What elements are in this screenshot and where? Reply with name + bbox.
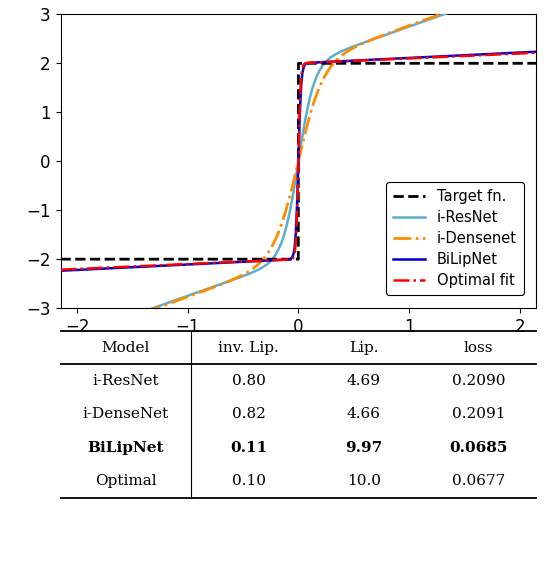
i-ResNet bbox=[57, 338, 64, 344]
Text: 10.0: 10.0 bbox=[347, 474, 381, 488]
Text: 9.97: 9.97 bbox=[345, 441, 382, 455]
Text: 4.66: 4.66 bbox=[347, 408, 381, 421]
Optimal fit bbox=[533, 49, 540, 56]
Text: Lip.: Lip. bbox=[349, 340, 378, 355]
Line: i-ResNet: i-ResNet bbox=[60, 0, 536, 341]
i-ResNet bbox=[240, 273, 246, 280]
Optimal fit bbox=[260, 257, 267, 264]
i-ResNet bbox=[112, 318, 118, 325]
Text: 0.10: 0.10 bbox=[232, 474, 266, 488]
i-ResNet bbox=[472, 0, 479, 6]
BiLipNet bbox=[140, 263, 146, 270]
Target fn. bbox=[260, 256, 267, 263]
Text: 4.69: 4.69 bbox=[347, 374, 381, 388]
BiLipNet bbox=[57, 267, 64, 274]
i-Densenet bbox=[472, 0, 479, 5]
i-Densenet bbox=[57, 340, 64, 347]
Text: 0.2091: 0.2091 bbox=[452, 408, 505, 421]
i-Densenet bbox=[112, 320, 118, 327]
Target fn. bbox=[533, 60, 540, 67]
Text: loss: loss bbox=[464, 340, 493, 355]
Optimal fit bbox=[472, 52, 479, 59]
Line: i-Densenet: i-Densenet bbox=[60, 0, 536, 343]
Text: i-ResNet: i-ResNet bbox=[92, 374, 160, 388]
Target fn. bbox=[472, 60, 479, 67]
Target fn. bbox=[140, 256, 146, 263]
Text: Optimal: Optimal bbox=[95, 474, 157, 488]
BiLipNet bbox=[112, 265, 118, 272]
Optimal fit bbox=[112, 264, 118, 271]
Text: BiLipNet: BiLipNet bbox=[87, 441, 164, 455]
Text: Model: Model bbox=[102, 340, 150, 355]
i-Densenet bbox=[140, 309, 146, 316]
Text: 0.82: 0.82 bbox=[232, 408, 266, 421]
Target fn. bbox=[57, 256, 64, 263]
Target fn. bbox=[295, 60, 302, 67]
Text: inv. Lip.: inv. Lip. bbox=[218, 340, 279, 355]
Text: i-DenseNet: i-DenseNet bbox=[83, 408, 169, 421]
Text: 0.2090: 0.2090 bbox=[452, 374, 505, 388]
i-ResNet bbox=[260, 263, 267, 270]
Line: Optimal fit: Optimal fit bbox=[60, 53, 536, 270]
Optimal fit bbox=[240, 258, 246, 265]
Optimal fit bbox=[140, 262, 146, 269]
BiLipNet bbox=[260, 257, 267, 264]
BiLipNet bbox=[240, 258, 246, 265]
Target fn. bbox=[112, 256, 118, 263]
Line: Target fn.: Target fn. bbox=[60, 63, 536, 259]
BiLipNet bbox=[472, 51, 479, 58]
Text: 0.0685: 0.0685 bbox=[449, 441, 508, 455]
Text: 0.11: 0.11 bbox=[230, 441, 267, 455]
i-ResNet bbox=[140, 308, 146, 315]
Line: BiLipNet: BiLipNet bbox=[60, 52, 536, 271]
BiLipNet bbox=[533, 48, 540, 55]
i-Densenet bbox=[260, 255, 267, 262]
BiLipNet bbox=[524, 49, 530, 56]
Target fn. bbox=[524, 60, 530, 67]
Text: 0.80: 0.80 bbox=[232, 374, 266, 388]
Text: 0.0677: 0.0677 bbox=[452, 474, 505, 488]
Optimal fit bbox=[524, 50, 530, 57]
Optimal fit bbox=[57, 266, 64, 273]
Target fn. bbox=[240, 256, 246, 263]
Legend: Target fn., i-ResNet, i-Densenet, BiLipNet, Optimal fit: Target fn., i-ResNet, i-Densenet, BiLipN… bbox=[386, 182, 524, 295]
i-Densenet bbox=[240, 272, 246, 278]
